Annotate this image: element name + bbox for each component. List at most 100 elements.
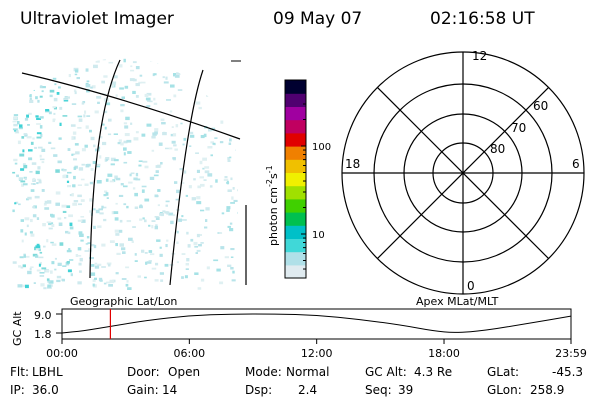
image-pixel bbox=[61, 69, 64, 72]
image-pixel bbox=[181, 215, 184, 218]
image-pixel bbox=[71, 103, 77, 105]
image-pixel bbox=[186, 258, 190, 262]
image-pixel bbox=[47, 200, 52, 204]
image-pixel bbox=[41, 267, 47, 270]
image-pixel bbox=[151, 149, 155, 152]
image-pixel bbox=[57, 160, 62, 164]
colorbar-stripe bbox=[285, 93, 306, 107]
image-pixel bbox=[230, 267, 234, 270]
image-pixel bbox=[175, 198, 179, 201]
image-pixel bbox=[61, 278, 65, 282]
image-pixel bbox=[176, 67, 180, 71]
timeline-xtick-label: 12:00 bbox=[301, 347, 333, 360]
image-pixel bbox=[92, 279, 96, 282]
image-pixel bbox=[174, 148, 178, 151]
mlt-label-0: 0 bbox=[467, 279, 475, 293]
image-pixel bbox=[195, 252, 198, 254]
image-pixel bbox=[62, 115, 68, 117]
image-pixel bbox=[111, 81, 117, 85]
image-pixel bbox=[108, 284, 113, 287]
image-pixel bbox=[80, 216, 85, 218]
image-pixel bbox=[176, 261, 179, 264]
image-pixel bbox=[30, 266, 34, 268]
seq-label: Seq: bbox=[365, 383, 392, 397]
image-pixel bbox=[135, 172, 139, 177]
image-pixel bbox=[16, 174, 19, 178]
image-pixel bbox=[155, 170, 159, 173]
image-pixel bbox=[43, 202, 47, 206]
image-pixel bbox=[155, 224, 158, 227]
image-pixel bbox=[13, 114, 19, 117]
image-pixel bbox=[210, 154, 213, 157]
image-pixel bbox=[146, 92, 152, 96]
image-pixel bbox=[13, 123, 18, 127]
image-pixel bbox=[220, 246, 225, 250]
image-pixel bbox=[144, 93, 149, 97]
image-pixel bbox=[54, 83, 57, 86]
colorbar-stripe bbox=[285, 146, 306, 160]
image-pixel bbox=[41, 90, 44, 93]
image-pixel bbox=[102, 58, 106, 61]
image-pixel bbox=[173, 144, 177, 147]
image-pixel bbox=[74, 91, 77, 95]
image-pixel bbox=[78, 118, 83, 122]
image-pixel bbox=[94, 262, 98, 265]
image-pixel bbox=[172, 157, 176, 160]
image-pixel bbox=[96, 163, 101, 166]
image-pixel bbox=[214, 137, 218, 139]
image-pixel bbox=[123, 140, 128, 144]
image-pixel bbox=[90, 136, 95, 141]
image-pixel bbox=[26, 81, 30, 83]
image-pixel bbox=[173, 158, 176, 161]
image-pixel bbox=[223, 178, 229, 181]
apex-label: Apex MLat/MLT bbox=[416, 295, 499, 308]
image-pixel bbox=[68, 74, 71, 78]
image-pixel bbox=[111, 83, 115, 87]
image-pixel bbox=[12, 120, 17, 123]
image-pixel bbox=[238, 114, 242, 117]
image-pixel bbox=[140, 81, 146, 84]
image-pixel bbox=[46, 278, 50, 281]
image-pixel bbox=[54, 268, 57, 271]
image-pixel bbox=[67, 231, 71, 235]
image-pixel bbox=[63, 99, 69, 102]
image-pixel bbox=[155, 216, 160, 220]
image-pixel bbox=[231, 114, 236, 117]
image-pixel bbox=[53, 106, 57, 110]
filter-value: LBHL bbox=[32, 365, 63, 379]
image-pixel bbox=[160, 279, 164, 282]
image-pixel bbox=[233, 132, 236, 136]
image-pixel bbox=[97, 263, 102, 266]
image-pixel bbox=[90, 244, 95, 247]
image-pixel bbox=[176, 189, 181, 194]
image-pixel bbox=[51, 67, 57, 71]
image-pixel bbox=[39, 275, 45, 277]
image-pixel bbox=[227, 157, 230, 160]
image-pixel bbox=[210, 141, 214, 144]
ip-value: 36.0 bbox=[32, 383, 59, 397]
image-pixel bbox=[182, 182, 185, 184]
image-pixel bbox=[67, 148, 71, 151]
colorbar-tick-label: 10 bbox=[312, 230, 325, 241]
image-pixel bbox=[159, 246, 162, 249]
image-pixel bbox=[132, 90, 136, 94]
image-pixel bbox=[196, 196, 201, 200]
image-pixel bbox=[203, 133, 207, 138]
image-pixel bbox=[76, 77, 80, 80]
mode-label: Mode: bbox=[245, 365, 282, 379]
image-pixel bbox=[132, 61, 137, 64]
image-pixel bbox=[157, 61, 160, 64]
image-pixel bbox=[215, 179, 218, 183]
image-pixel bbox=[200, 135, 205, 139]
image-pixel bbox=[24, 232, 27, 236]
mode-value: Normal bbox=[286, 365, 329, 379]
image-pixel bbox=[163, 81, 169, 84]
image-pixel bbox=[206, 266, 210, 270]
image-pixel bbox=[162, 132, 167, 136]
image-pixel bbox=[39, 85, 43, 89]
image-pixel bbox=[165, 200, 170, 203]
image-pixel bbox=[185, 263, 189, 266]
image-pixel bbox=[190, 131, 194, 135]
image-pixel bbox=[151, 220, 156, 222]
colorbar-stripe bbox=[285, 238, 306, 253]
